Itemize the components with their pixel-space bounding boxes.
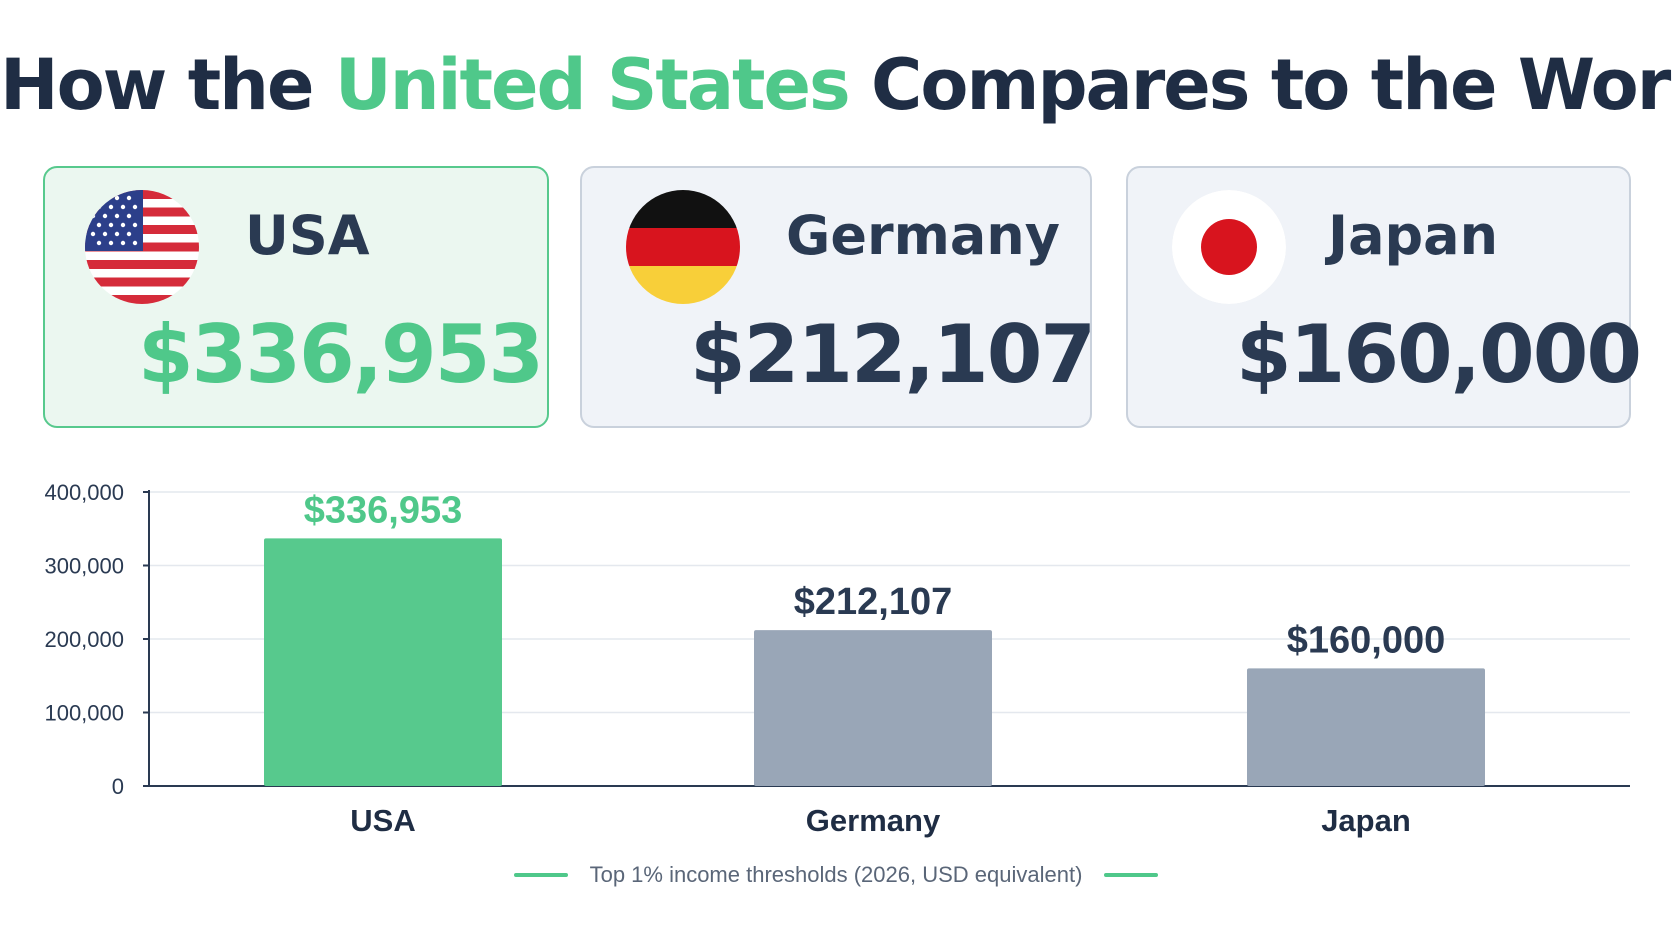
legend-line-left	[513, 873, 568, 877]
page-title: How the United States Compares to the Wo…	[0, 44, 1672, 126]
title-highlight: United States	[334, 44, 851, 126]
card-country-usa: USA	[245, 204, 370, 267]
y-tick-label: 0	[112, 774, 124, 799]
x-tick-label: Germany	[806, 803, 941, 838]
bar	[754, 630, 992, 786]
us-flag-icon	[85, 190, 199, 304]
card-amount-germany: $212,107	[690, 308, 1096, 401]
x-tick-label: Japan	[1321, 803, 1411, 838]
legend-label: Top 1% income thresholds (2026, USD equi…	[589, 862, 1083, 887]
country-card-germany: Germany $212,107	[580, 166, 1096, 428]
y-tick-label: 300,000	[44, 554, 124, 579]
title-suffix: Compares to the World	[848, 44, 1672, 126]
legend-line-right	[1104, 873, 1159, 877]
bar-data-label: $336,953	[304, 489, 463, 531]
bar-data-label: $160,000	[1287, 619, 1446, 661]
bar-data-label: $212,107	[794, 581, 953, 623]
y-tick-label: 400,000	[44, 480, 124, 505]
card-country-japan: Japan	[1328, 204, 1499, 267]
card-country-germany: Germany	[786, 204, 1060, 267]
bar	[264, 538, 502, 786]
japan-flag-icon	[1172, 190, 1286, 304]
title-prefix: How the	[0, 44, 335, 126]
card-amount-japan: $160,000	[1236, 308, 1642, 401]
y-tick-label: 100,000	[44, 701, 124, 726]
x-tick-label: USA	[350, 803, 415, 838]
y-tick-label: 200,000	[44, 627, 124, 652]
bar	[1247, 668, 1485, 786]
germany-flag-icon	[626, 190, 740, 304]
chart-legend: Top 1% income thresholds (2026, USD equi…	[0, 862, 1672, 888]
card-amount-usa: $336,953	[138, 308, 544, 401]
country-card-usa: USA $336,953	[43, 166, 549, 428]
bar-chart: 0 100,000 200,000 300,000 400,000 $336,953 USA…	[44, 480, 1630, 838]
country-card-japan: Japan $160,000	[1126, 166, 1642, 428]
